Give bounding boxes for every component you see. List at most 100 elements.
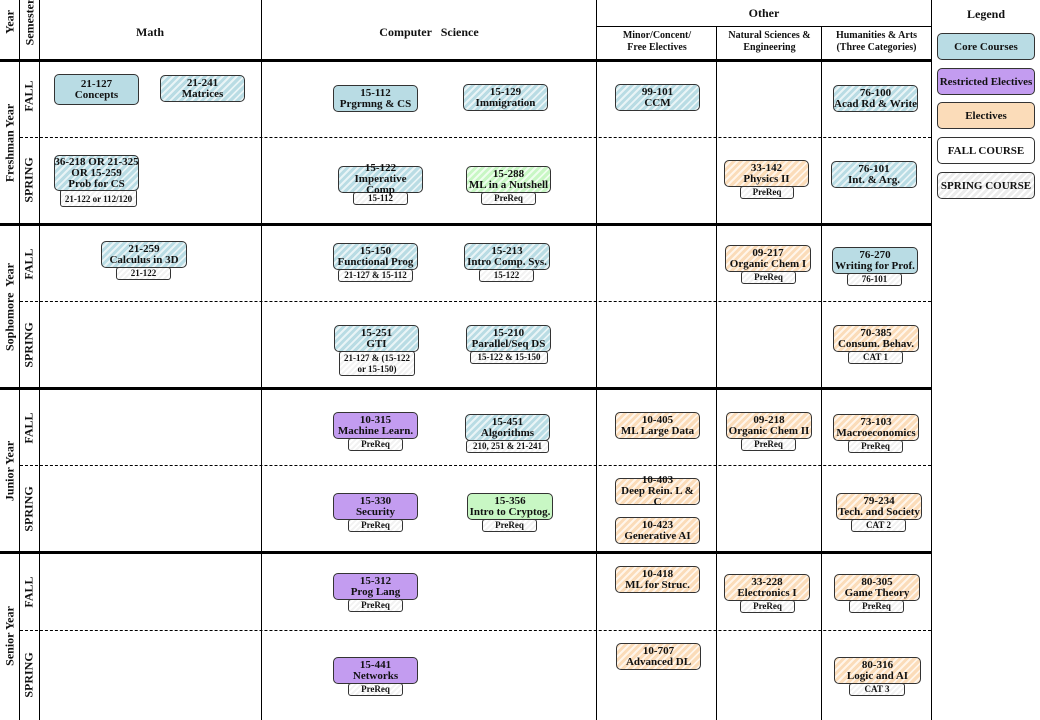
course-09-217[interactable]: 09-217 Organic Chem I xyxy=(725,245,811,272)
course-80-305[interactable]: 80-305 Game Theory xyxy=(834,574,920,601)
grid-line xyxy=(19,0,20,720)
prereq-15-213: 15-122 xyxy=(479,269,534,282)
prereq-73-103: PreReq xyxy=(848,440,903,453)
course-80-316[interactable]: 80-316 Logic and AI xyxy=(834,657,921,684)
grid-line xyxy=(596,26,931,27)
course-10-403[interactable]: 10-403 Deep Rein. L & C xyxy=(615,475,700,508)
prereq-80-305: PreReq xyxy=(849,600,904,613)
minor-header: Minor/Concent/ Free Electives xyxy=(622,30,692,53)
semester-divider xyxy=(20,630,931,631)
prereq-80-316: CAT 3 xyxy=(849,683,905,696)
legend-restricted-electives: Restricted Electives xyxy=(937,68,1035,95)
course-76-100[interactable]: 76-100 Acad Rd & Write xyxy=(833,85,918,112)
prereq-15-210: 15-122 & 15-150 xyxy=(470,351,548,364)
year-divider xyxy=(0,223,932,226)
course-15-288[interactable]: 15-288 ML in a Nutshell xyxy=(466,166,551,193)
prereq-15-356: PreReq xyxy=(482,519,537,532)
course-15-356[interactable]: 15-356 Intro to Cryptog. xyxy=(467,493,553,520)
course-73-103[interactable]: 73-103 Macroeconomics xyxy=(833,414,919,441)
math-header: Math xyxy=(136,25,164,39)
prereq-15-288: PreReq xyxy=(481,192,536,205)
course-21-259[interactable]: 21-259 Calculus in 3D xyxy=(101,241,187,268)
prereq-15-451: 210, 251 & 21-241 xyxy=(466,440,549,453)
course-21-241[interactable]: 21-241 Matrices xyxy=(160,75,245,102)
course-70-385[interactable]: 70-385 Consum. Behav. xyxy=(833,325,919,352)
sem-spring-1: SPRING xyxy=(21,157,36,203)
prereq-15-330: PreReq xyxy=(348,519,403,532)
course-15-210[interactable]: 15-210 Parallel/Seq DS xyxy=(466,325,551,352)
semester-divider xyxy=(20,301,931,302)
course-15-112[interactable]: 15-112 Prgrmng & CS xyxy=(333,85,418,112)
semester-divider xyxy=(20,465,931,466)
year-label-sophomore: Sophomore Year xyxy=(2,263,17,351)
prereq-15-150: 21-127 & 15-112 xyxy=(338,269,413,282)
course-33-142[interactable]: 33-142 Physics II xyxy=(724,160,809,187)
semester-divider xyxy=(20,137,931,138)
course-79-234[interactable]: 79-234 Tech. and Society xyxy=(836,493,922,520)
prereq-33-228: PreReq xyxy=(740,600,795,613)
prereq-76-270: 76-101 xyxy=(847,273,902,286)
legend-fall-course: FALL COURSE xyxy=(937,137,1035,164)
course-15-451[interactable]: 15-451 Algorithms xyxy=(465,414,550,441)
year-header: Year xyxy=(2,10,17,34)
year-label-junior: Junior Year xyxy=(2,440,17,502)
grid-line xyxy=(716,26,717,720)
course-15-251[interactable]: 15-251 GTI xyxy=(334,325,419,352)
grid-line xyxy=(261,0,262,720)
sem-fall-3: FALL xyxy=(21,412,36,444)
prereq-33-142: PreReq xyxy=(740,186,794,199)
legend-spring-course: SPRING COURSE xyxy=(937,172,1035,199)
semester-header: Semester xyxy=(22,0,37,46)
prereq-70-385: CAT 1 xyxy=(848,351,903,364)
year-label-senior: Senior Year xyxy=(2,606,17,666)
sem-spring-2: SPRING xyxy=(21,322,36,368)
prereq-10-315: PreReq xyxy=(348,438,403,451)
year-divider xyxy=(0,59,932,62)
course-76-270[interactable]: 76-270 Writing for Prof. xyxy=(832,247,918,274)
grid-line xyxy=(39,0,40,720)
sem-spring-3: SPRING xyxy=(21,486,36,532)
prereq-15-441: PreReq xyxy=(348,683,403,696)
course-15-122[interactable]: 15-122 Imperative Comp xyxy=(338,163,423,196)
course-33-228[interactable]: 33-228 Electronics I xyxy=(724,574,810,601)
other-header: Other xyxy=(748,6,780,20)
prereq-09-217: PreReq xyxy=(741,271,796,284)
course-15-330[interactable]: 15-330 Security xyxy=(333,493,418,520)
course-15-312[interactable]: 15-312 Prog Lang xyxy=(333,573,418,600)
course-10-405[interactable]: 10-405 ML Large Data xyxy=(615,412,700,439)
legend-header: Legend xyxy=(966,7,1005,21)
sem-spring-4: SPRING xyxy=(21,652,36,698)
course-21-127[interactable]: 21-127 Concepts xyxy=(54,74,139,105)
prereq-15-251: 21-127 & (15-122 or 15-150) xyxy=(339,351,415,376)
natsci-header: Natural Sciences & Engineering xyxy=(728,30,811,53)
course-15-213[interactable]: 15-213 Intro Comp. Sys. xyxy=(464,243,550,270)
course-10-315[interactable]: 10-315 Machine Learn. xyxy=(333,412,418,439)
course-prob-for-cs[interactable]: 36-218 OR 21-325 OR 15-259 Prob for CS xyxy=(54,155,139,191)
course-09-218[interactable]: 09-218 Organic Chem II xyxy=(726,412,812,439)
sem-fall-1: FALL xyxy=(21,80,36,112)
year-divider xyxy=(0,387,932,390)
year-divider xyxy=(0,551,932,554)
course-10-423[interactable]: 10-423 Generative AI xyxy=(615,517,700,544)
course-15-441[interactable]: 15-441 Networks xyxy=(333,657,418,684)
sem-fall-4: FALL xyxy=(21,576,36,608)
prereq-15-312: PreReq xyxy=(348,599,403,612)
course-15-150[interactable]: 15-150 Functional Prog xyxy=(333,243,418,270)
course-10-707[interactable]: 10-707 Advanced DL xyxy=(616,643,701,670)
course-10-418[interactable]: 10-418 ML for Struc. xyxy=(615,566,700,593)
legend-core-courses: Core Courses xyxy=(937,33,1035,60)
grid-line xyxy=(821,26,822,720)
sem-fall-2: FALL xyxy=(21,248,36,280)
grid-line xyxy=(596,0,597,720)
course-99-101[interactable]: 99-101 CCM xyxy=(615,84,700,111)
cs-header: Computer Science xyxy=(379,25,479,39)
prereq-09-218: PreReq xyxy=(741,438,796,451)
grid-line xyxy=(931,0,932,720)
year-label-freshman: Freshman Year xyxy=(2,103,17,183)
course-15-129[interactable]: 15-129 Immigration xyxy=(463,84,548,111)
hum-header: Humanities & Arts (Three Categories) xyxy=(835,30,918,53)
prereq-prob-for-cs: 21-122 or 112/120 xyxy=(60,189,137,207)
legend-electives: Electives xyxy=(937,102,1035,129)
prereq-21-259: 21-122 xyxy=(116,267,171,280)
course-76-101[interactable]: 76-101 Int. & Arg. xyxy=(831,161,917,188)
